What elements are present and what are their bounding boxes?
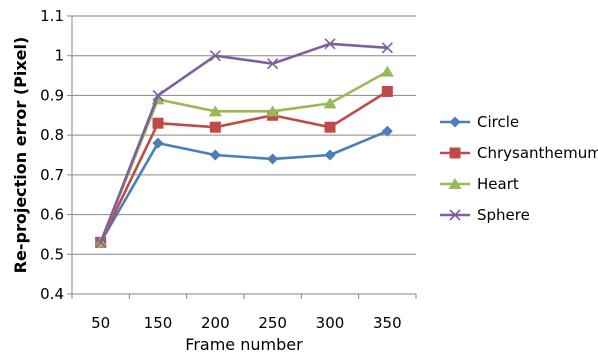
series-sphere: [95, 38, 393, 248]
legend-label: Chrysanthemum: [477, 144, 598, 162]
y-tick-label: 1: [54, 47, 64, 65]
series-line-circle: [99, 129, 388, 244]
x-axis-title: Frame number: [185, 335, 303, 354]
data-point-chrysanthemum: [152, 117, 164, 129]
x-marker-stroke: [324, 38, 336, 50]
y-tick-label: 0.6: [40, 206, 64, 224]
data-point-sphere: [95, 236, 107, 248]
legend-item-heart: Heart: [440, 175, 519, 193]
legend-label: Sphere: [477, 206, 530, 224]
legend-marker: [449, 116, 461, 128]
x-tick-label: 150: [144, 314, 173, 332]
legend-marker: [449, 209, 461, 221]
x-tick-labels: 50 150 200 250 300 350: [91, 314, 402, 332]
data-point-heart: [208, 105, 222, 117]
y-tick-labels: 0.4 0.5 0.6 0.7 0.8 0.9 1 1.1: [40, 7, 64, 303]
data-point-heart: [323, 97, 337, 109]
axes: [67, 15, 417, 299]
legend-marker: [448, 178, 462, 189]
x-tick-label: 300: [316, 314, 345, 332]
series-line-sphere: [99, 42, 388, 243]
legend-marker: [449, 147, 461, 159]
legend-label: Heart: [477, 175, 519, 193]
x-tick-label: 50: [91, 314, 110, 332]
series-lines: [94, 38, 394, 248]
x-marker-stroke: [381, 42, 393, 54]
data-point-sphere: [152, 89, 164, 101]
y-tick-label: 0.9: [40, 86, 64, 104]
x-marker-stroke: [449, 209, 461, 221]
x-tick-label: 200: [201, 314, 230, 332]
legend-item-chrysanthemum: Chrysanthemum: [440, 144, 598, 162]
legend: Circle Chrysanthemum Heart Sphere: [440, 113, 598, 224]
data-point-sphere: [381, 42, 393, 54]
data-point-chrysanthemum: [324, 121, 336, 133]
x-tick-label: 250: [258, 314, 287, 332]
data-point-circle: [209, 149, 221, 161]
data-point-circle: [152, 137, 164, 149]
x-marker-stroke: [152, 89, 164, 101]
data-point-sphere: [324, 38, 336, 50]
x-tick-label: 350: [373, 314, 402, 332]
y-tick-label: 0.7: [40, 166, 64, 184]
data-point-circle: [381, 125, 393, 137]
data-point-chrysanthemum: [209, 121, 221, 133]
data-point-circle: [267, 153, 279, 165]
legend-item-circle: Circle: [440, 113, 519, 131]
gridlines: [72, 15, 416, 255]
data-point-heart: [266, 105, 280, 117]
y-tick-label: 0.4: [40, 285, 64, 303]
y-tick-label: 0.8: [40, 126, 64, 144]
y-tick-label: 0.5: [40, 245, 64, 263]
y-axis-title: Re-projection error (Pixel): [11, 37, 30, 274]
legend-label: Circle: [477, 113, 519, 131]
data-point-sphere: [209, 50, 221, 62]
x-marker-stroke: [267, 58, 279, 70]
legend-item-sphere: Sphere: [440, 206, 530, 224]
data-point-circle: [324, 149, 336, 161]
data-point-heart: [380, 65, 394, 77]
data-point-sphere: [267, 58, 279, 70]
series-line-chrysanthemum: [99, 90, 389, 243]
data-point-chrysanthemum: [381, 85, 393, 97]
x-marker-stroke: [95, 236, 107, 248]
x-marker-stroke: [209, 50, 221, 62]
y-tick-label: 1.1: [40, 7, 64, 25]
